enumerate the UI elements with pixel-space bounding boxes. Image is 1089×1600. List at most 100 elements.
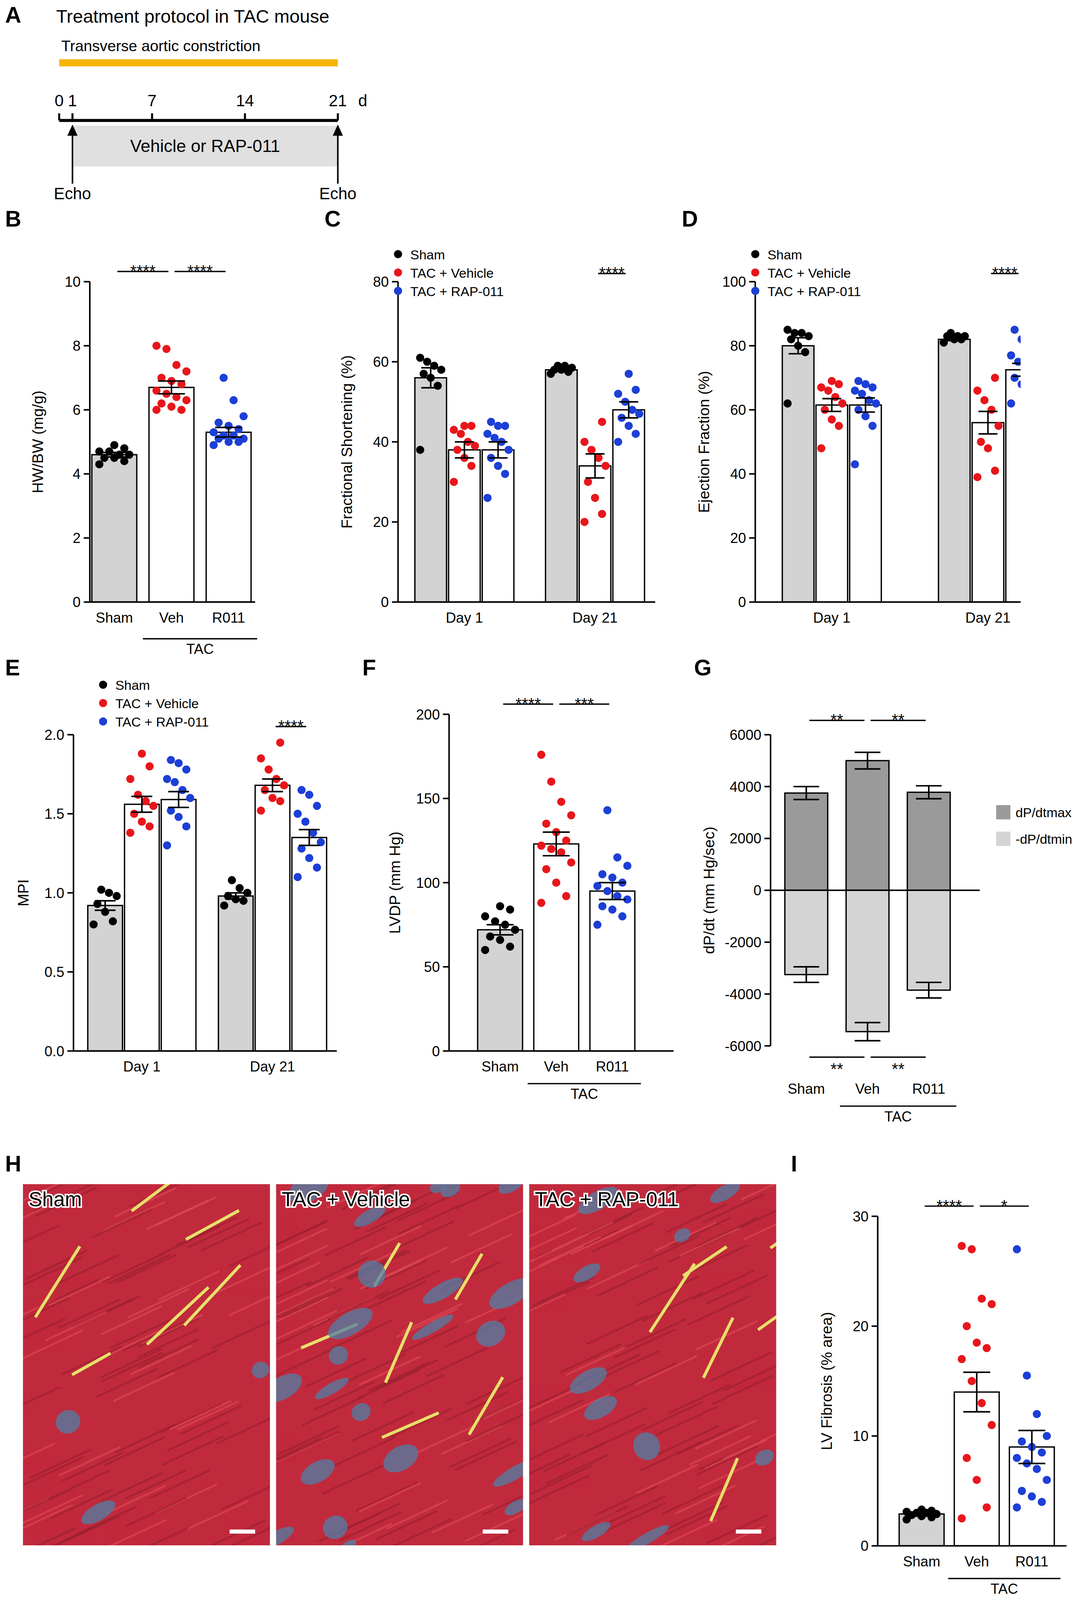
error-cap	[551, 370, 571, 373]
y-tick-label: 2.0	[44, 727, 65, 744]
echo-label: Echo	[319, 184, 357, 203]
plot-area	[91, 341, 251, 603]
x-tick-label: Sham	[903, 1553, 941, 1571]
data-point	[1032, 1465, 1041, 1474]
fibrosis	[752, 1446, 777, 1470]
y-tick	[391, 280, 399, 283]
y-tick-label: 0	[860, 1538, 869, 1555]
histology: HShamTAC + VehicleTAC + RAP-011	[0, 1151, 818, 1559]
y-tick-label: 60	[730, 402, 747, 419]
vessel	[703, 1317, 734, 1379]
y-tick-label: 2000	[729, 830, 762, 847]
data-point	[157, 399, 166, 408]
data-point	[293, 873, 302, 882]
significance: ****	[130, 261, 156, 281]
panel-letter: I	[790, 1151, 798, 1177]
fiber	[375, 1511, 438, 1540]
fiber	[122, 1322, 185, 1351]
y-tick-label: 0.0	[44, 1043, 65, 1060]
image-frame	[22, 1183, 271, 1547]
data-point	[483, 429, 492, 439]
vessel	[381, 1413, 439, 1438]
error-cap	[542, 831, 570, 834]
panel-letter: C	[324, 206, 342, 232]
data-point	[598, 870, 607, 879]
fiber	[464, 1513, 524, 1542]
error-bar	[793, 967, 820, 983]
data-point	[593, 920, 602, 930]
x-axis	[73, 1050, 337, 1053]
fibrosis	[495, 1183, 524, 1199]
y-tick-label: 80	[730, 337, 747, 355]
data-point	[603, 887, 612, 896]
y-tick	[443, 797, 450, 800]
data-point	[172, 361, 181, 370]
plot-area	[414, 353, 645, 603]
y-tick	[871, 1215, 878, 1218]
error-cap	[262, 778, 283, 780]
fibrosis	[51, 1405, 85, 1439]
fibrosis	[275, 1523, 297, 1547]
error-cap	[1012, 375, 1021, 378]
vessel	[649, 1264, 695, 1333]
data-point	[973, 473, 982, 482]
data-point	[972, 1476, 981, 1485]
error-bar	[908, 1512, 936, 1517]
data-point	[827, 415, 836, 424]
legend-marker	[751, 286, 760, 296]
error-cap	[854, 1040, 881, 1042]
fiber	[115, 1255, 178, 1284]
data-point	[134, 790, 143, 800]
data-point	[280, 781, 289, 790]
data-point	[209, 441, 218, 450]
error-line	[555, 832, 558, 856]
error-cap	[915, 798, 942, 800]
tac-bar	[59, 59, 338, 67]
chart-bar: E0.00.51.01.52.0MPIDay 1Day 21****ShamTA…	[5, 655, 337, 1075]
fiber	[161, 1436, 224, 1466]
fiber	[105, 1485, 167, 1515]
error-cap	[978, 410, 998, 413]
data-point	[868, 383, 877, 392]
data-point	[623, 861, 632, 871]
y-tick-label: 200	[416, 706, 440, 723]
error-cap	[585, 477, 605, 479]
legend-marker	[393, 250, 403, 259]
fiber	[604, 1503, 666, 1532]
fibrosis	[348, 1400, 374, 1426]
data-point	[162, 345, 171, 354]
x-axis	[755, 601, 1021, 603]
data-point	[177, 405, 186, 415]
significance: ****	[515, 694, 541, 714]
data-point	[960, 332, 970, 341]
legend: ShamTAC + VehicleTAC + RAP-011	[751, 247, 861, 299]
error-cap	[793, 786, 820, 788]
group-label: TAC	[990, 1581, 1018, 1598]
data-point	[967, 1245, 976, 1254]
y-tick	[443, 713, 450, 716]
data-point	[416, 353, 425, 362]
data-point	[182, 367, 191, 376]
significance: ****	[936, 1196, 963, 1216]
error-bar	[262, 779, 283, 792]
data-point	[1017, 380, 1021, 389]
legend-label: dP/dtmax	[1015, 805, 1072, 821]
data-point	[481, 912, 490, 921]
fibrosis	[296, 1454, 340, 1491]
y-label: LV Fibrosis (% area)	[818, 1312, 836, 1451]
fiber	[22, 1319, 65, 1348]
significance: **	[891, 710, 905, 730]
data-point	[562, 892, 571, 901]
fiber	[359, 1483, 421, 1512]
significance: **	[891, 1060, 905, 1079]
data-point	[95, 447, 104, 456]
bar	[1005, 370, 1021, 603]
data-point	[433, 381, 442, 390]
error-line	[234, 893, 237, 900]
significance: ****	[187, 261, 213, 281]
x-tick-label: Veh	[543, 1058, 569, 1075]
data-point	[1017, 335, 1021, 344]
y-tick-label: 1.0	[44, 885, 65, 902]
day-label: 14	[236, 91, 254, 110]
data-point	[453, 445, 462, 455]
